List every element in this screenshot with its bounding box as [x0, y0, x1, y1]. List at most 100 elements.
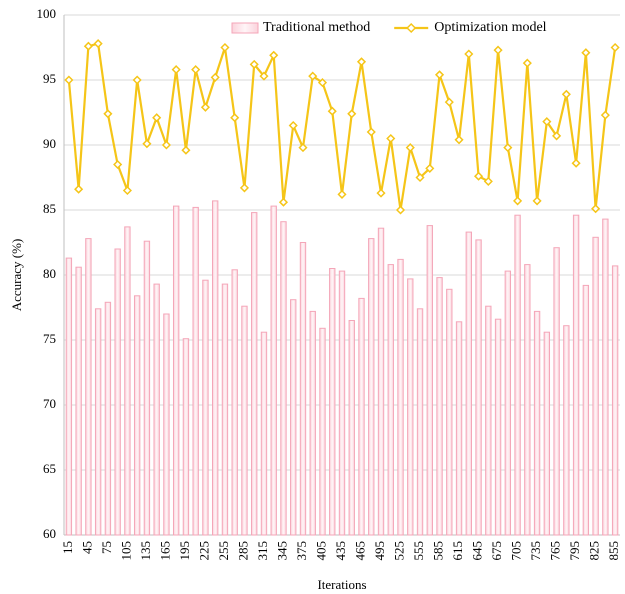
bar [65, 257, 73, 536]
y-tick-label: 95 [43, 71, 56, 86]
bar [397, 258, 404, 536]
bar [280, 221, 287, 536]
marker [93, 39, 103, 49]
marker [444, 97, 454, 107]
bar [543, 331, 551, 536]
marker [386, 133, 396, 144]
bar [114, 248, 121, 536]
bar [290, 299, 297, 536]
bar [455, 321, 463, 536]
marker [230, 113, 240, 123]
marker [503, 143, 513, 153]
bar [143, 240, 151, 536]
marker [366, 127, 376, 137]
bar [299, 242, 307, 536]
x-tick-label: 375 [294, 541, 309, 561]
bar [241, 305, 248, 536]
x-tick-label: 795 [567, 541, 582, 561]
bar [202, 279, 209, 536]
bar [319, 327, 326, 536]
bar [387, 264, 394, 536]
bar [329, 268, 336, 536]
marker [395, 205, 406, 215]
bar [251, 212, 258, 536]
bar [338, 270, 346, 536]
y-tick-label: 100 [37, 6, 57, 21]
x-tick-label: 615 [450, 541, 465, 561]
x-tick-label: 675 [489, 541, 504, 561]
bar [563, 325, 570, 536]
bar [426, 225, 433, 536]
x-axis-label: Iterations [317, 577, 366, 592]
x-tick-label: 465 [352, 541, 367, 561]
marker [415, 172, 425, 183]
x-tick-label: 255 [216, 541, 231, 561]
marker [532, 196, 542, 206]
line [67, 42, 617, 211]
x-tick-label: 435 [333, 541, 348, 561]
x-tick-label: 45 [79, 541, 94, 554]
marker [239, 183, 250, 193]
bar [446, 288, 453, 536]
legend-swatch [231, 22, 259, 34]
marker [132, 75, 142, 85]
bar [85, 238, 92, 536]
marker [269, 50, 279, 60]
x-tick-label: 555 [411, 541, 426, 561]
marker [600, 110, 610, 120]
bar [231, 269, 238, 536]
marker [483, 176, 493, 186]
marker [327, 106, 337, 116]
bar [309, 310, 316, 536]
marker [493, 45, 503, 55]
marker [513, 196, 523, 206]
x-tick-label: 285 [235, 541, 250, 561]
marker [454, 135, 464, 145]
marker [83, 41, 93, 51]
marker [200, 102, 210, 112]
x-tick-label: 345 [274, 541, 289, 561]
legend-marker [406, 22, 417, 34]
marker [122, 185, 132, 196]
marker [161, 140, 171, 150]
bar [221, 283, 229, 536]
marker [152, 113, 162, 123]
bar [104, 301, 112, 536]
bar [133, 295, 141, 536]
x-tick-label: 765 [548, 541, 563, 561]
marker [356, 57, 367, 67]
bar [602, 218, 609, 536]
bar [475, 239, 482, 536]
marker [171, 65, 181, 75]
marker [347, 109, 357, 119]
bar [436, 277, 443, 536]
marker [142, 139, 152, 149]
y-tick-label: 60 [43, 526, 56, 541]
x-tick-label: 315 [255, 541, 270, 561]
marker [434, 70, 445, 80]
x-tick-label: 585 [431, 541, 446, 561]
marker [103, 109, 113, 119]
marker [571, 158, 581, 168]
marker [552, 131, 562, 141]
x-tick-label: 75 [99, 541, 114, 554]
bar [407, 278, 414, 536]
marker [298, 143, 308, 153]
marker [64, 75, 74, 85]
bar [94, 308, 102, 536]
marker [249, 59, 259, 69]
bar [212, 200, 219, 536]
marker [337, 189, 347, 199]
bar [485, 305, 492, 536]
y-axis-label: Accuracy (%) [9, 239, 24, 312]
x-tick-label: 855 [606, 541, 621, 561]
x-tick-label: 225 [196, 541, 211, 561]
bar [163, 313, 170, 536]
marker [474, 171, 484, 181]
legend-label: Optimization model [434, 20, 546, 35]
x-tick-label: 525 [392, 541, 407, 561]
y-tick-label: 75 [43, 331, 56, 346]
marker [542, 117, 552, 127]
marker [581, 48, 591, 58]
